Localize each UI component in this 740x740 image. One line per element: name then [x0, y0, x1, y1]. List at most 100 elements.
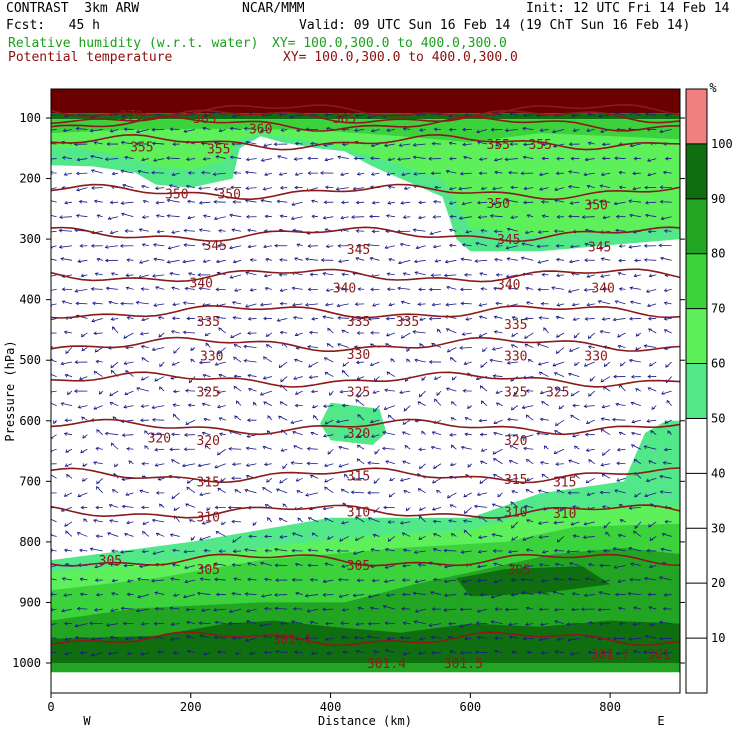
wind-head: [296, 490, 301, 494]
wind-arrow: [458, 186, 472, 191]
wind-head: [230, 334, 234, 339]
wind-shaft: [199, 229, 211, 232]
wind-arrow: [645, 213, 657, 218]
wind-shaft: [372, 201, 380, 204]
wind-head: [110, 608, 115, 612]
wind-shaft: [432, 303, 442, 306]
wind-head: [322, 607, 326, 612]
wind-arrow: [229, 213, 242, 218]
wind-arrow: [295, 390, 303, 395]
wind-head: [600, 274, 604, 278]
wind-head: [229, 155, 234, 160]
wind-shaft: [342, 143, 349, 146]
wind-shaft: [230, 332, 242, 339]
wind-arrow: [661, 532, 672, 537]
wind-arrow: [477, 564, 488, 569]
wind-arrow: [214, 463, 226, 469]
wind-arrow: [198, 200, 211, 205]
wind-arrow: [156, 229, 165, 234]
wind-head: [543, 445, 548, 449]
wind-shaft: [586, 129, 595, 132]
wind-head: [633, 156, 637, 161]
wind-arrow: [476, 129, 488, 134]
wind-shaft: [325, 419, 334, 425]
wind-head: [204, 444, 209, 449]
wind-arrow: [448, 127, 457, 132]
wind-arrow: [401, 592, 411, 597]
wind-head: [260, 199, 265, 203]
wind-head: [213, 562, 218, 567]
wind-head: [170, 637, 174, 641]
wind-arrow: [279, 534, 288, 539]
wind-arrow: [459, 651, 472, 655]
wind-arrow: [93, 331, 103, 336]
wind-head: [572, 128, 577, 132]
wind-shaft: [199, 201, 211, 204]
wind-head: [463, 592, 468, 597]
wind-shaft: [415, 579, 426, 583]
wind-head: [464, 432, 468, 437]
wind-head: [62, 128, 67, 133]
wind-arrow: [307, 171, 318, 176]
wind-head: [523, 504, 528, 509]
wind-arrow: [81, 416, 88, 421]
wind-head: [413, 259, 418, 264]
wind-arrow: [354, 113, 365, 118]
wind-head: [262, 445, 267, 450]
wind-arrow: [229, 126, 242, 131]
wind-head: [536, 431, 540, 436]
wind-arrow: [446, 286, 457, 290]
wind-arrow: [311, 214, 319, 219]
wind-head: [463, 493, 467, 498]
wind-head: [324, 486, 328, 491]
wind-arrow: [445, 387, 457, 392]
wind-head: [552, 362, 557, 367]
wind-arrow: [384, 649, 395, 654]
wind-shaft: [418, 201, 426, 204]
wind-head: [53, 420, 57, 425]
wind-shaft: [202, 403, 211, 407]
wind-head: [537, 287, 541, 292]
wind-head: [536, 343, 541, 347]
wind-head: [63, 493, 68, 497]
wind-arrow: [506, 257, 518, 261]
wind-head: [322, 433, 327, 438]
wind-arrow: [417, 651, 426, 655]
wind-arrow: [642, 650, 657, 655]
wind-head: [260, 561, 264, 566]
wind-head: [662, 651, 667, 655]
wind-shaft: [557, 637, 565, 641]
wind-arrow: [587, 201, 595, 205]
wind-arrow: [572, 128, 580, 132]
wind-head: [125, 492, 130, 496]
wind-arrow: [421, 376, 426, 382]
wind-shaft: [477, 608, 488, 613]
wind-arrow: [75, 171, 88, 176]
theta-label: 310: [197, 510, 220, 525]
wind-head: [526, 458, 530, 463]
wind-arrow: [601, 404, 611, 409]
wind-arrow: [386, 636, 395, 641]
wind-head: [215, 592, 220, 597]
wind-head: [141, 215, 146, 219]
wind-head: [462, 519, 467, 524]
wind-shaft: [325, 637, 334, 641]
wind-arrow: [80, 332, 88, 338]
wind-arrow: [386, 172, 395, 176]
wind-head: [186, 486, 190, 491]
wind-arrow: [413, 620, 426, 625]
wind-head: [46, 491, 49, 494]
wind-arrow: [92, 301, 103, 306]
wind-head: [273, 593, 278, 597]
wind-shaft: [521, 257, 534, 261]
wind-shaft: [540, 623, 549, 626]
wind-shaft: [229, 608, 242, 613]
wind-shaft: [477, 565, 488, 568]
wind-shaft: [91, 169, 103, 174]
wind-shaft: [458, 187, 472, 190]
wind-arrow: [587, 141, 595, 146]
wind-head: [171, 172, 176, 176]
wind-head: [523, 446, 527, 451]
wind-head: [432, 244, 437, 249]
wind-head: [570, 414, 574, 419]
